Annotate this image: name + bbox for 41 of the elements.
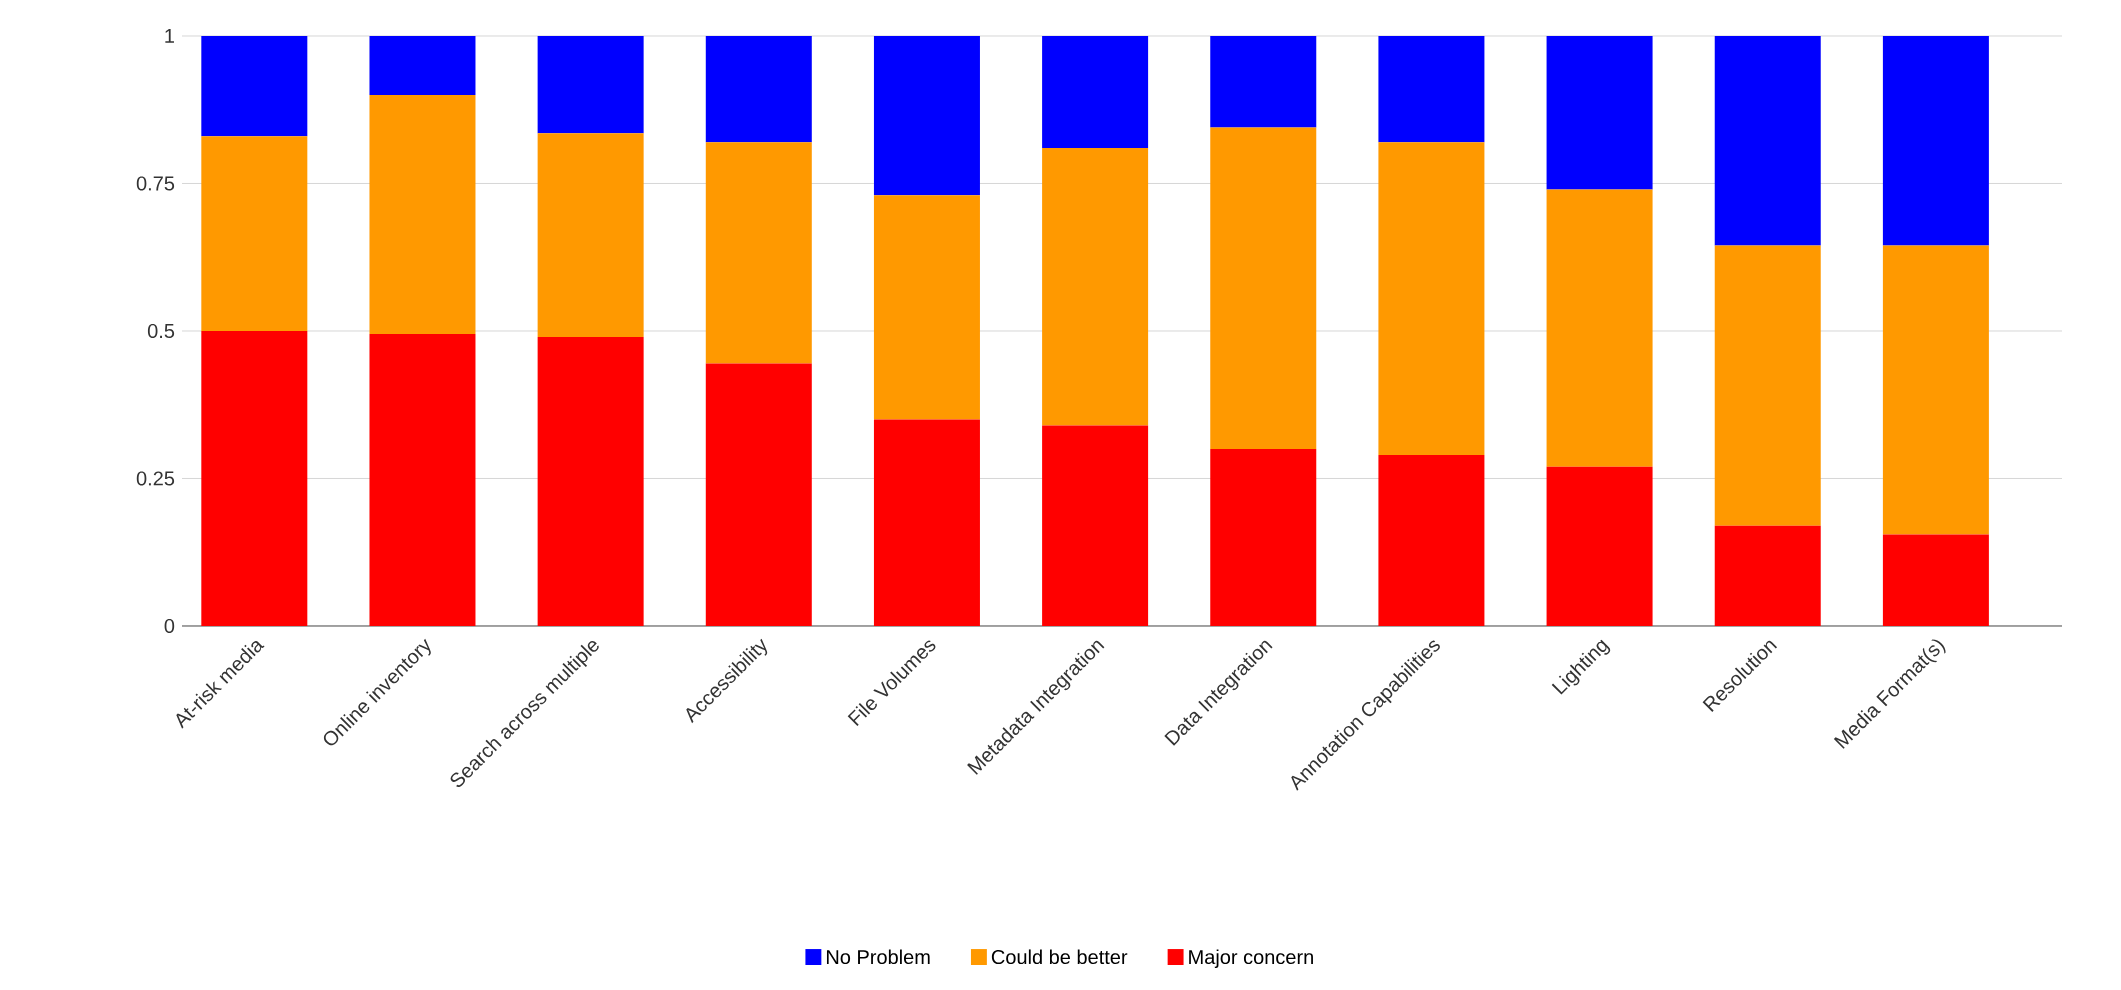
- bar: [1546, 466, 1653, 626]
- bar: [1378, 35, 1485, 143]
- bar: [1546, 35, 1653, 190]
- bar: [369, 333, 476, 626]
- bar: [537, 336, 644, 626]
- bar: [873, 419, 980, 626]
- bar: [1882, 245, 1989, 535]
- bar: [1882, 35, 1989, 246]
- y-tick-label: 0: [164, 618, 175, 634]
- bar: [1042, 425, 1149, 626]
- bar: [1714, 245, 1821, 526]
- bar: [1210, 448, 1317, 626]
- bar: [873, 35, 980, 196]
- legend-label: Major concern: [1189, 949, 1313, 969]
- bar: [705, 142, 812, 364]
- bar: [1042, 148, 1149, 426]
- bar: [1714, 35, 1821, 246]
- bar: [1882, 534, 1989, 626]
- legend-label: Could be better: [991, 949, 1128, 965]
- bar: [1210, 35, 1317, 128]
- bar: [201, 330, 308, 626]
- y-tick-label: 0.75: [136, 176, 175, 191]
- bar: [369, 94, 476, 334]
- y-tick-label: 0.25: [136, 471, 175, 486]
- bar: [873, 195, 980, 420]
- y-tick-label: 1: [165, 29, 174, 43]
- bar: [1546, 189, 1653, 467]
- bar: [1714, 525, 1821, 626]
- y-tick-label: 0.5: [147, 323, 175, 339]
- bar: [1042, 35, 1149, 149]
- bar: [705, 35, 812, 143]
- bar: [1210, 127, 1317, 449]
- legend-label: No Problem: [826, 949, 930, 965]
- bar: [705, 363, 812, 626]
- bar: [1378, 454, 1485, 626]
- bar: [201, 136, 308, 331]
- bar: [537, 35, 644, 134]
- bar: [537, 133, 644, 337]
- bar: [201, 35, 308, 137]
- bar: [1378, 142, 1485, 455]
- bar: [369, 35, 476, 95]
